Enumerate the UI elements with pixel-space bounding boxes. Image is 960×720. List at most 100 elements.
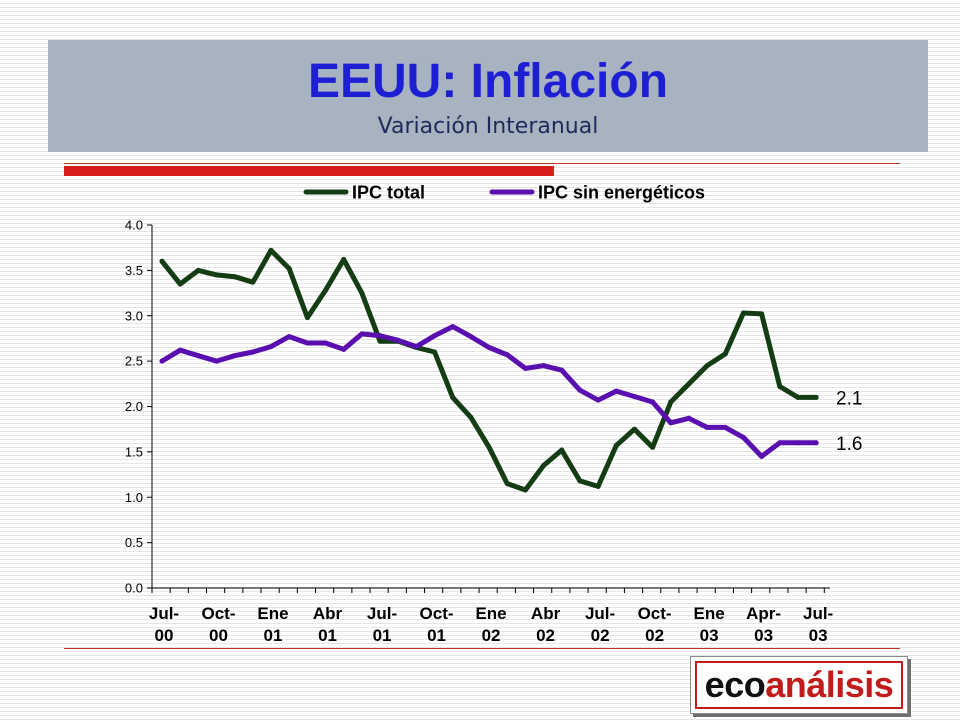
chart-series bbox=[159, 247, 819, 493]
data-point-ipc-sin-energeticos bbox=[740, 434, 746, 440]
x-tick-label: Ene bbox=[475, 604, 506, 623]
data-point-ipc-sin-energeticos bbox=[268, 344, 274, 350]
data-point-ipc-total bbox=[722, 351, 728, 357]
data-point-ipc-total bbox=[541, 462, 547, 468]
data-point-ipc-total bbox=[613, 443, 619, 449]
x-tick-label: Jul- bbox=[149, 604, 179, 623]
data-point-ipc-sin-energeticos bbox=[413, 344, 419, 350]
data-point-ipc-total bbox=[177, 281, 183, 287]
data-point-ipc-total bbox=[686, 381, 692, 387]
data-point-ipc-total bbox=[795, 394, 801, 400]
accent-bar bbox=[64, 166, 554, 176]
data-point-ipc-total bbox=[286, 266, 292, 272]
data-point-ipc-sin-energeticos bbox=[613, 388, 619, 394]
x-tick-label: Abr bbox=[313, 604, 343, 623]
data-point-ipc-sin-energeticos bbox=[650, 399, 656, 405]
y-tick-label: 2.5 bbox=[125, 354, 143, 369]
data-point-ipc-total bbox=[577, 478, 583, 484]
chart-legend: IPC total IPC sin energéticos bbox=[303, 183, 705, 203]
legend-label: IPC total bbox=[352, 183, 425, 203]
x-tick-label: Abr bbox=[531, 604, 561, 623]
data-point-ipc-total bbox=[468, 414, 474, 420]
y-tick-label: 3.0 bbox=[125, 308, 143, 323]
data-point-ipc-sin-energeticos bbox=[577, 387, 583, 393]
y-tick-label: 1.0 bbox=[125, 490, 143, 505]
logo-text-eco: eco bbox=[704, 664, 766, 705]
data-point-ipc-sin-energeticos bbox=[722, 424, 728, 430]
data-point-ipc-sin-energeticos bbox=[595, 397, 601, 403]
data-point-ipc-sin-energeticos bbox=[813, 440, 819, 446]
x-tick-label: 03 bbox=[809, 626, 828, 645]
x-tick-label: 02 bbox=[482, 626, 501, 645]
x-tick-label: Ene bbox=[694, 604, 725, 623]
data-point-ipc-sin-energeticos bbox=[286, 334, 292, 340]
x-tick-label: 00 bbox=[155, 626, 174, 645]
data-point-ipc-sin-energeticos bbox=[177, 347, 183, 353]
x-tick-label: 01 bbox=[318, 626, 337, 645]
x-tick-label: 02 bbox=[591, 626, 610, 645]
x-axis-ticks: Jul- 00 Oct- 00 Ene 01 Abr 01 Jul- 01 Oct- 01 Ene 02 A… bbox=[149, 588, 833, 645]
data-point-ipc-total bbox=[432, 349, 438, 355]
data-point-ipc-total bbox=[740, 310, 746, 316]
x-tick-label: Jul- bbox=[803, 604, 833, 623]
data-point-ipc-total bbox=[450, 394, 456, 400]
x-tick-label: Jul- bbox=[585, 604, 615, 623]
x-tick-label: 03 bbox=[700, 626, 719, 645]
x-tick-label: 02 bbox=[536, 626, 555, 645]
data-point-ipc-sin-energeticos bbox=[686, 415, 692, 421]
end-labels: 2.1 1.6 bbox=[836, 388, 862, 454]
data-point-ipc-total bbox=[486, 444, 492, 450]
data-point-ipc-sin-energeticos bbox=[468, 334, 474, 340]
data-point-ipc-sin-energeticos bbox=[341, 346, 347, 352]
data-point-ipc-total bbox=[195, 267, 201, 273]
y-tick-label: 0.5 bbox=[125, 535, 143, 550]
data-point-ipc-sin-energeticos bbox=[795, 440, 801, 446]
x-tick-label: 03 bbox=[754, 626, 773, 645]
data-point-ipc-total bbox=[504, 481, 510, 487]
legend-label: IPC sin energéticos bbox=[538, 183, 705, 203]
data-point-ipc-total bbox=[250, 279, 256, 285]
data-point-ipc-total bbox=[813, 394, 819, 400]
data-point-ipc-total bbox=[650, 444, 656, 450]
data-point-ipc-total bbox=[341, 256, 347, 262]
data-point-ipc-total bbox=[559, 447, 565, 453]
y-tick-label: 0.0 bbox=[125, 581, 143, 596]
title-banner: EEUU: Inflación Variación Interanual bbox=[48, 40, 928, 152]
data-point-ipc-total bbox=[631, 426, 637, 432]
x-tick-label: 01 bbox=[264, 626, 283, 645]
data-point-ipc-sin-energeticos bbox=[541, 363, 547, 369]
x-tick-label: Jul- bbox=[367, 604, 397, 623]
data-point-ipc-sin-energeticos bbox=[450, 324, 456, 330]
data-point-ipc-total bbox=[159, 258, 165, 264]
data-point-ipc-sin-energeticos bbox=[250, 349, 256, 355]
data-point-ipc-sin-energeticos bbox=[631, 394, 637, 400]
data-point-ipc-total bbox=[359, 290, 365, 296]
data-point-ipc-sin-energeticos bbox=[304, 340, 310, 346]
data-point-ipc-sin-energeticos bbox=[395, 337, 401, 343]
x-tick-label: Oct- bbox=[420, 604, 454, 623]
x-tick-label: Ene bbox=[257, 604, 288, 623]
data-point-ipc-total bbox=[377, 338, 383, 344]
x-tick-label: 02 bbox=[645, 626, 664, 645]
data-point-ipc-sin-energeticos bbox=[759, 453, 765, 459]
data-point-ipc-sin-energeticos bbox=[486, 345, 492, 351]
data-point-ipc-total bbox=[522, 487, 528, 493]
data-point-ipc-sin-energeticos bbox=[432, 333, 438, 339]
data-point-ipc-total bbox=[268, 247, 274, 253]
series-line-ipc-total bbox=[159, 247, 819, 493]
data-point-ipc-total bbox=[304, 315, 310, 321]
logo-text-analisis: análisis bbox=[765, 664, 894, 705]
data-point-ipc-sin-energeticos bbox=[195, 353, 201, 359]
data-point-ipc-sin-energeticos bbox=[668, 420, 674, 426]
x-tick-label: 01 bbox=[373, 626, 392, 645]
data-point-ipc-sin-energeticos bbox=[359, 331, 365, 337]
y-axis-ticks: 0.0 0.5 1.0 1.5 2.0 2.5 3.0 3.5 4.0 bbox=[125, 218, 152, 596]
accent-divider bbox=[64, 163, 900, 164]
data-point-ipc-sin-energeticos bbox=[232, 353, 238, 359]
data-point-ipc-total bbox=[777, 384, 783, 390]
data-point-ipc-sin-energeticos bbox=[704, 424, 710, 430]
y-tick-label: 1.5 bbox=[125, 444, 143, 459]
data-point-ipc-sin-energeticos bbox=[522, 365, 528, 371]
y-tick-label: 4.0 bbox=[125, 218, 143, 233]
data-point-ipc-total bbox=[595, 483, 601, 489]
